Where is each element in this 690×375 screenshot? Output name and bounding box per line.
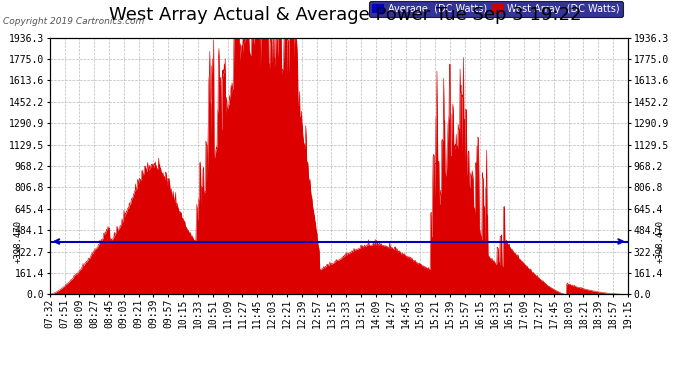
Text: +398.470: +398.470: [13, 220, 22, 263]
Text: West Array Actual & Average Power Tue Sep 3 19:22: West Array Actual & Average Power Tue Se…: [109, 6, 581, 24]
Text: +398.470: +398.470: [656, 220, 664, 263]
Text: Copyright 2019 Cartronics.com: Copyright 2019 Cartronics.com: [3, 17, 145, 26]
Legend: Average  (DC Watts), West Array  (DC Watts): Average (DC Watts), West Array (DC Watts…: [369, 1, 623, 17]
